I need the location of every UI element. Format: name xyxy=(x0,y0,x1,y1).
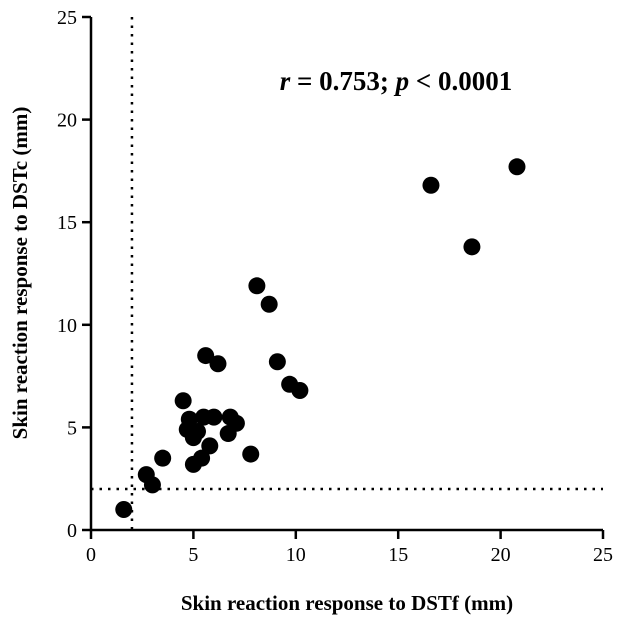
y-tick-label-5: 25 xyxy=(57,7,77,29)
data-point-27 xyxy=(508,158,526,176)
data-point-6 xyxy=(180,410,198,428)
y-tick-label-4: 20 xyxy=(57,110,77,132)
axes xyxy=(89,17,603,532)
data-point-25 xyxy=(422,176,440,194)
data-point-14 xyxy=(205,408,223,426)
data-point-21 xyxy=(260,295,278,313)
r-value-text: = 0.753; xyxy=(290,66,395,96)
data-point-26 xyxy=(463,238,481,256)
x-tick-label-2: 10 xyxy=(286,544,306,566)
y-axis-title: Skin reaction response to DSTc (mm) xyxy=(8,107,32,440)
y-tick-label-1: 5 xyxy=(67,417,77,439)
y-tick-label-2: 10 xyxy=(57,315,77,337)
y-tick-label-0: 0 xyxy=(67,520,77,542)
x-tick-label-3: 15 xyxy=(388,544,408,566)
data-point-20 xyxy=(248,277,266,295)
data-point-15 xyxy=(209,355,227,373)
data-point-2 xyxy=(143,476,161,494)
y-tick-label-3: 15 xyxy=(57,212,77,234)
x-tick-label-4: 20 xyxy=(491,544,511,566)
x-axis-ticks: 0 5 10 15 20 25 xyxy=(86,530,613,566)
x-tick-label-0: 0 xyxy=(86,544,96,566)
reference-lines xyxy=(91,17,603,530)
p-symbol: p xyxy=(394,66,410,96)
data-point-19 xyxy=(242,445,260,463)
data-points xyxy=(115,158,526,518)
data-point-18 xyxy=(227,414,245,432)
p-value-text: < 0.0001 xyxy=(409,66,512,96)
data-point-10 xyxy=(193,449,211,467)
r-symbol: r xyxy=(280,66,291,96)
y-axis-ticks: 0 5 10 15 20 25 xyxy=(57,7,91,542)
data-point-12 xyxy=(197,347,215,365)
correlation-annotation: r = 0.753; p < 0.0001 xyxy=(280,66,513,96)
data-point-13 xyxy=(201,437,219,455)
x-tick-label-1: 5 xyxy=(188,544,198,566)
data-point-4 xyxy=(174,392,192,410)
data-point-24 xyxy=(291,381,309,399)
x-tick-label-5: 25 xyxy=(593,544,613,566)
data-point-0 xyxy=(115,500,133,518)
data-point-9 xyxy=(188,423,206,441)
data-point-3 xyxy=(154,449,172,467)
data-point-22 xyxy=(268,353,286,371)
x-axis-title: Skin reaction response to DSTf (mm) xyxy=(181,591,513,615)
